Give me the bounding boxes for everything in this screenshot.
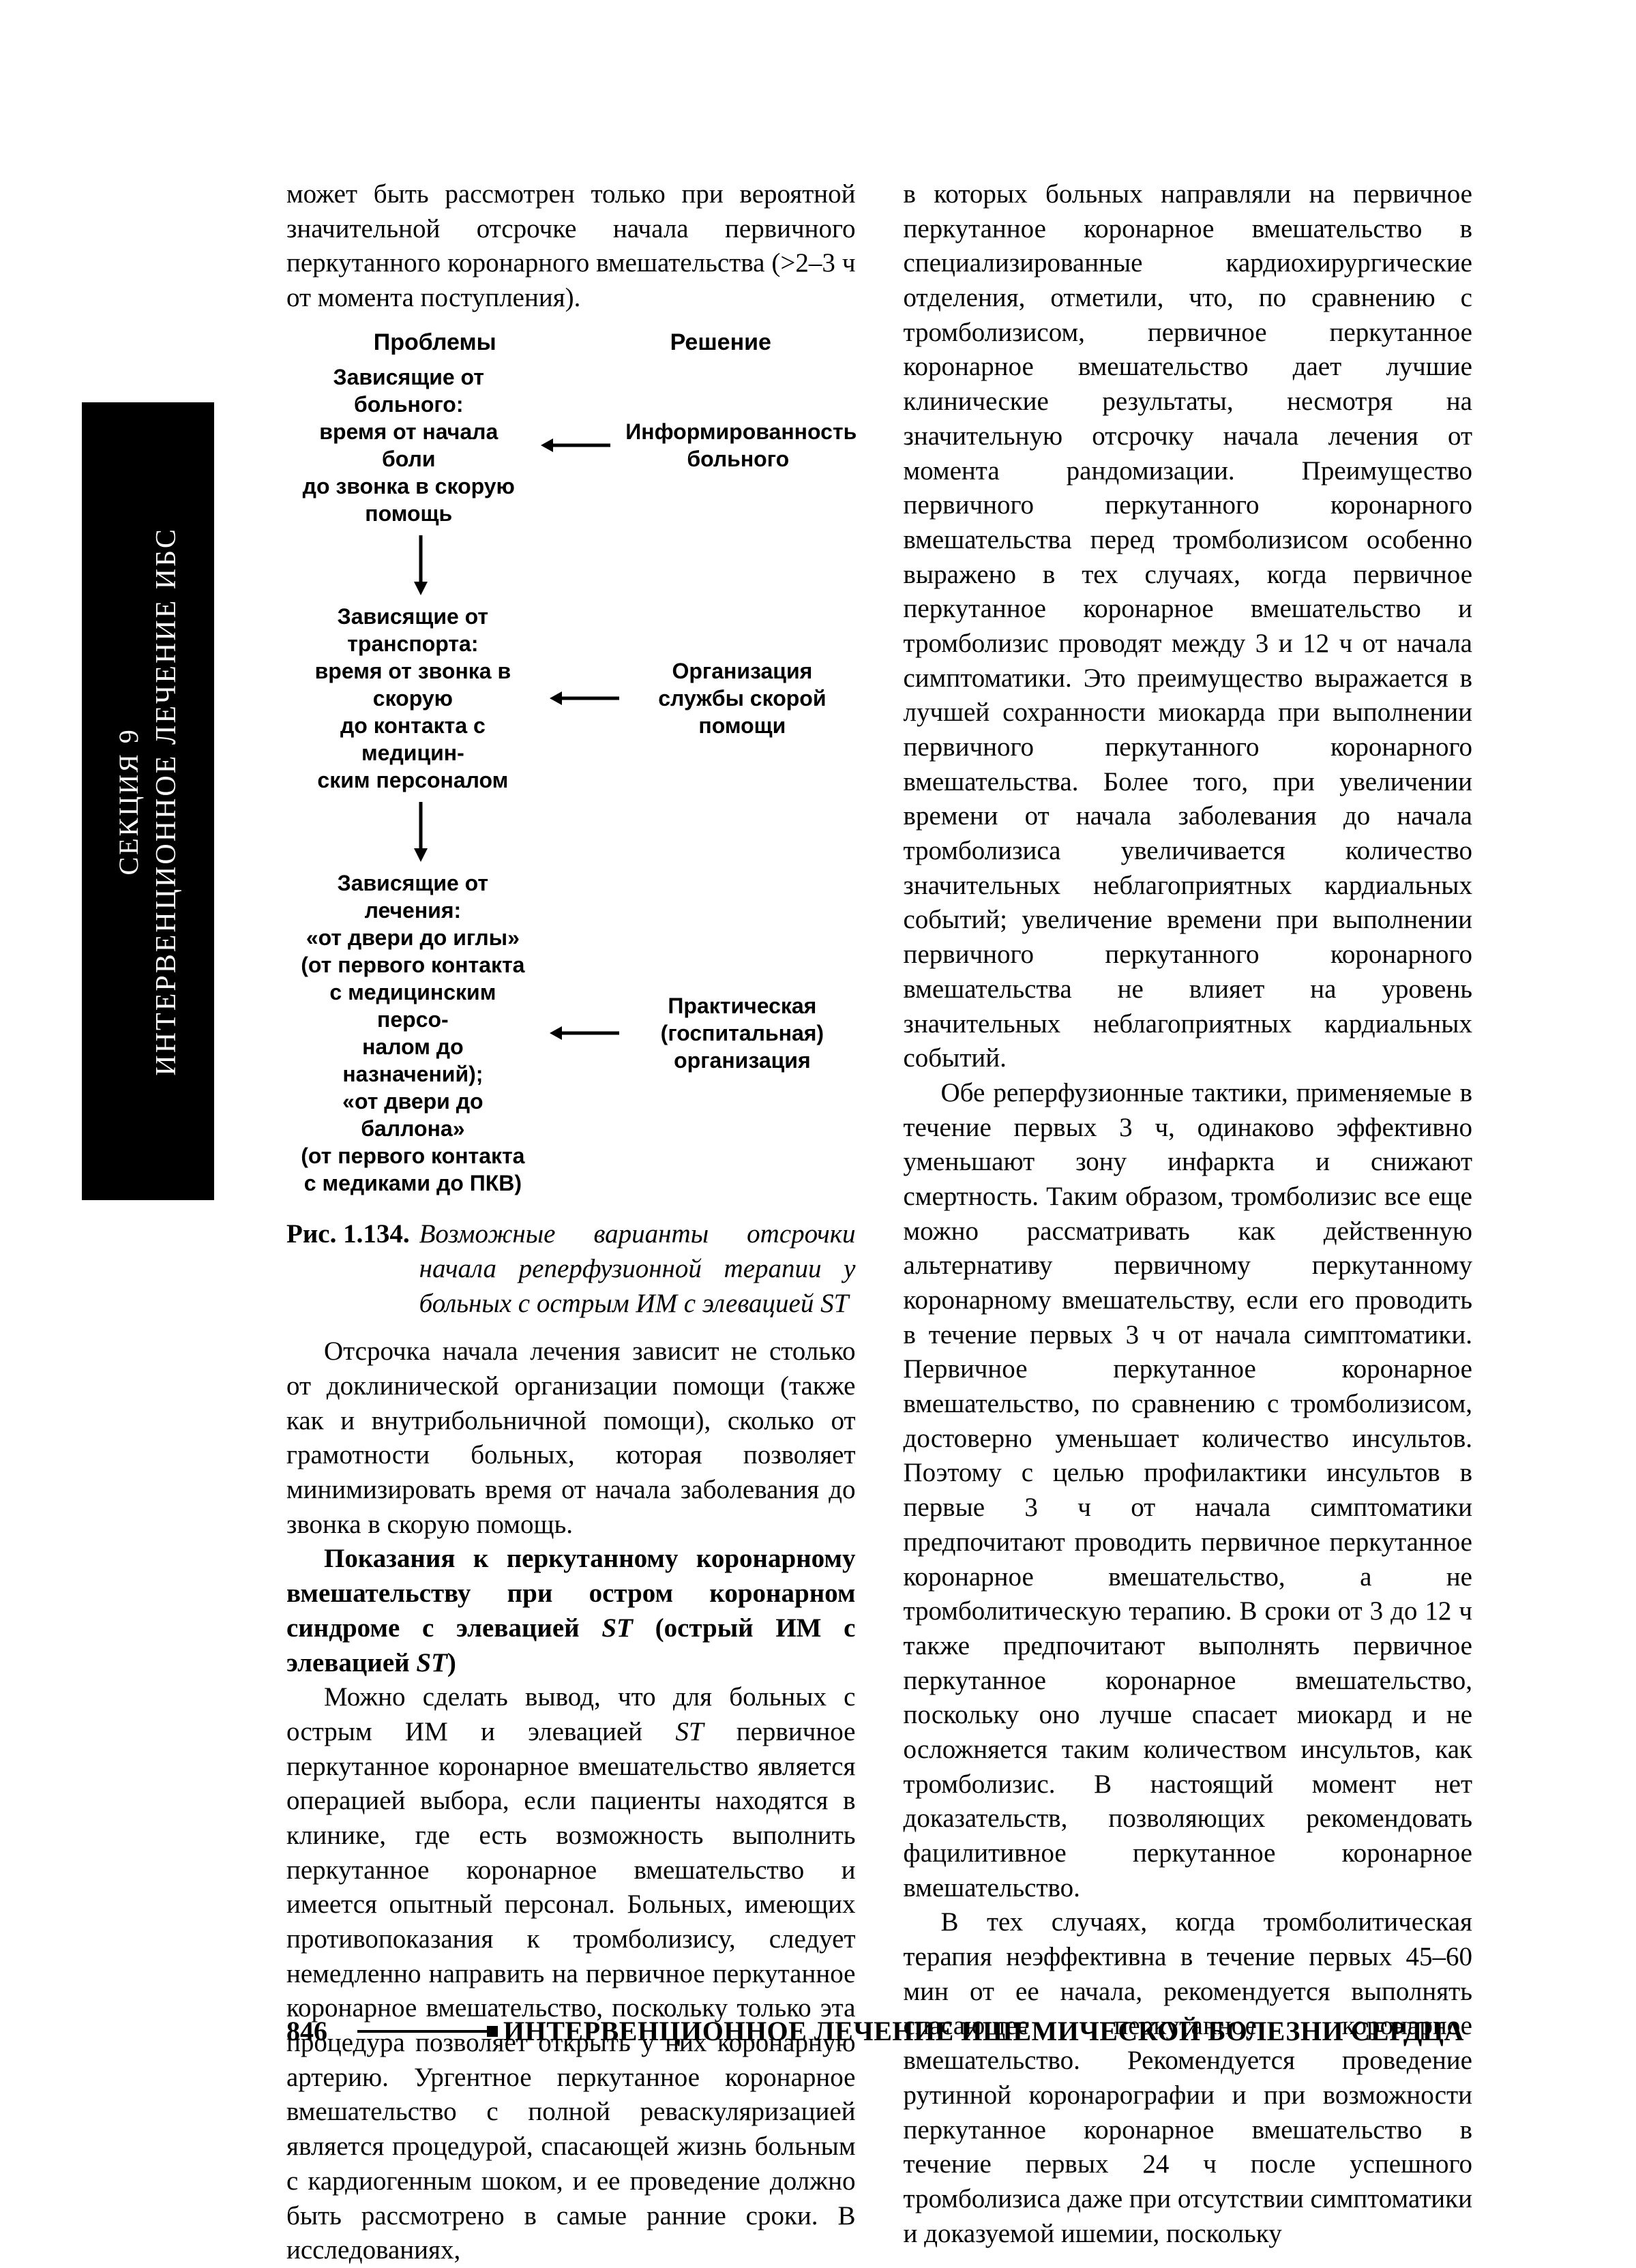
subheading: Показания к перкутанному коронарному вме… (286, 1542, 856, 1680)
arrow-left-icon (547, 1019, 622, 1047)
diagram-right-cell: Информированностьбольного (625, 418, 850, 473)
diagram-row: Зависящие от лечения:«от двери до иглы»(… (291, 869, 850, 1197)
footer-running-title: ИНТЕРВЕНЦИОННОЕ ЛЕЧЕНИЕ ИШЕМИЧЕСКОЙ БОЛЕ… (503, 2015, 1464, 2047)
body-paragraph: в которых больных направляли на первично… (904, 177, 1473, 1076)
diagram-left-cell: Зависящие от больного:время от начала бо… (291, 363, 526, 527)
arrow-down-icon (291, 799, 850, 864)
page-number: 846 (286, 2015, 348, 2047)
section-title: ИНТЕРВЕНЦИОННОЕ ЛЕЧЕНИЕ ИБС (147, 527, 186, 1076)
subhead-st: ST (416, 1648, 447, 1677)
diagram-right-cell: Практическая(госпитальная)организация (634, 992, 851, 1074)
body-st: ST (675, 1717, 703, 1746)
arrow-down-icon (291, 533, 850, 597)
figure-caption-text: Возможные варианты отсрочки начала репер… (419, 1217, 856, 1321)
diagram-right-cell: Организацияслужбы скорой помощи (634, 657, 851, 739)
diagram-left-cell: Зависящие от транспорта:время от звонка … (291, 603, 534, 794)
subhead-part: ) (447, 1648, 456, 1677)
body-columns: может быть рассмотрен только при вероятн… (286, 177, 1472, 2268)
diagram-left-cell: Зависящие от лечения:«от двери до иглы»(… (291, 869, 534, 1197)
body-span: первичное перкутанное коронарное вмешате… (286, 1717, 856, 2265)
lead-paragraph: может быть рассмотрен только при вероятн… (286, 177, 856, 316)
figure-caption-label: Рис. 1.134. (286, 1217, 410, 1321)
figure-block: Проблемы Решение Зависящие от больного:в… (286, 328, 856, 1322)
diagram-header-right: Решение (608, 328, 833, 357)
body-paragraph: Обе реперфузионные тактики, применяемые … (904, 1076, 1473, 1906)
diagram: Проблемы Решение Зависящие от больного:в… (291, 328, 850, 1197)
section-side-tab: СЕКЦИЯ 9 ИНТЕРВЕНЦИОННОЕ ЛЕЧЕНИЕ ИБС (82, 402, 214, 1200)
arrow-left-icon (547, 685, 622, 712)
figure-caption: Рис. 1.134. Возможные варианты отсрочки … (286, 1217, 856, 1321)
body-paragraph: Отсрочка начала лечения зависит не столь… (286, 1334, 856, 1542)
body-paragraph: Можно сделать вывод, что для больных с о… (286, 1680, 856, 2268)
body-paragraph: В тех случаях, когда тромболитическая те… (904, 1905, 1473, 2251)
subhead-st: ST (601, 1613, 633, 1643)
page-footer: 846 ИНТЕРВЕНЦИОННОЕ ЛЕЧЕНИЕ ИШЕМИЧЕСКОЙ … (286, 2015, 1472, 2047)
diagram-row: Зависящие от больного:время от начала бо… (291, 363, 850, 527)
arrow-left-icon (538, 432, 613, 459)
diagram-header-left: Проблемы (309, 328, 561, 357)
footer-rule (357, 2030, 494, 2033)
page: СЕКЦИЯ 9 ИНТЕРВЕНЦИОННОЕ ЛЕЧЕНИЕ ИБС мож… (0, 0, 1636, 2143)
diagram-row: Зависящие от транспорта:время от звонка … (291, 603, 850, 794)
section-side-tab-text: СЕКЦИЯ 9 ИНТЕРВЕНЦИОННОЕ ЛЕЧЕНИЕ ИБС (110, 527, 186, 1076)
diagram-header-row: Проблемы Решение (291, 328, 850, 357)
section-number: СЕКЦИЯ 9 (110, 527, 147, 1076)
